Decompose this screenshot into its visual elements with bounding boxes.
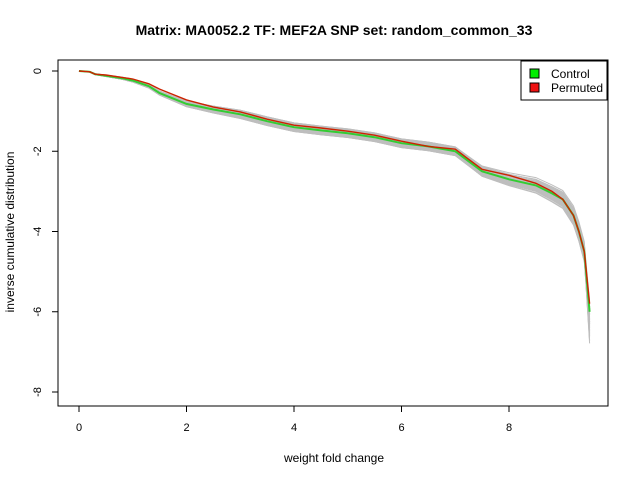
legend-label-control: Control: [551, 67, 590, 81]
y-tick-label: -8: [32, 387, 44, 397]
permutation-line: [78, 70, 591, 312]
permutation-line: [78, 70, 591, 322]
permutation-line: [78, 70, 591, 328]
permutation-line: [78, 70, 591, 326]
permutation-line: [78, 70, 591, 324]
permutation-line: [78, 70, 591, 330]
series-lines: [78, 70, 591, 312]
chart-title: Matrix: MA0052.2 TF: MEF2A SNP set: rand…: [136, 22, 533, 38]
series-line-permuted: [78, 70, 591, 304]
permutation-line: [78, 70, 591, 320]
y-axis-label: inverse cumulative distribution: [3, 152, 17, 313]
permutation-line: [78, 70, 591, 336]
permutation-line: [78, 70, 591, 308]
y-tick-label: -6: [32, 307, 44, 317]
permutation-line: [78, 70, 591, 334]
permutation-line: [78, 70, 591, 323]
permutation-line: [78, 70, 591, 344]
permutation-line: [78, 70, 591, 310]
permutation-line: [78, 70, 591, 338]
permutation-line: [78, 70, 591, 331]
permutation-line: [78, 70, 591, 322]
y-tick-label: -4: [32, 227, 44, 237]
permutation-line: [78, 70, 591, 333]
series-line-control: [78, 70, 591, 312]
permutation-line: [78, 70, 591, 317]
permutation-line: [78, 70, 591, 307]
permutation-line: [78, 70, 591, 305]
permutation-line: [78, 70, 591, 341]
permutation-line: [78, 70, 591, 335]
permutation-line: [78, 70, 591, 309]
x-axis-label: weight fold change: [283, 451, 384, 465]
permutation-line: [78, 70, 591, 326]
background-lines: [78, 70, 591, 344]
permutation-line: [78, 70, 591, 333]
permutation-line: [78, 70, 591, 316]
permutation-line: [78, 70, 591, 309]
x-tick-label: 6: [398, 422, 404, 434]
permutation-line: [78, 70, 591, 324]
permutation-line: [78, 70, 591, 324]
permutation-line: [78, 70, 591, 337]
x-axis: 0 2 4 6 8: [76, 405, 512, 434]
permutation-line: [78, 70, 591, 330]
x-tick-label: 0: [76, 422, 82, 434]
permutation-line: [78, 70, 591, 305]
plot-frame: [57, 59, 609, 407]
permutation-line: [78, 70, 591, 333]
permutation-line: [78, 70, 591, 320]
permutation-line: [78, 70, 591, 319]
y-axis: 0 -2 -4 -6 -8: [32, 68, 59, 397]
x-tick-label: 4: [291, 422, 297, 434]
legend-label-permuted: Permuted: [551, 81, 603, 95]
permutation-line: [78, 70, 591, 307]
permutation-line: [78, 70, 591, 311]
permutation-line: [78, 70, 591, 323]
permutation-line: [78, 70, 591, 314]
permutation-line: [78, 70, 591, 315]
y-tick-label: -2: [32, 146, 44, 156]
permutation-line: [78, 70, 591, 323]
permutation-line: [78, 70, 591, 323]
permutation-line: [78, 70, 591, 312]
permutation-line: [78, 70, 591, 336]
permutation-line: [78, 70, 591, 310]
permutation-line: [78, 70, 591, 331]
permutation-line: [78, 70, 591, 319]
permutation-line: [78, 70, 591, 320]
permutation-line: [78, 70, 591, 310]
legend-box: [520, 60, 608, 101]
permutation-line: [78, 70, 591, 329]
permutation-line: [78, 70, 591, 321]
permutation-line: [78, 70, 591, 325]
legend-swatch-control: [529, 68, 540, 79]
x-tick-label: 2: [183, 422, 189, 434]
y-tick-label: 0: [32, 68, 44, 74]
permutation-line: [78, 70, 591, 328]
legend-swatch-permuted: [529, 82, 540, 93]
permutation-line: [78, 70, 591, 341]
permutation-line: [78, 70, 591, 314]
permutation-line: [78, 70, 591, 309]
x-tick-label: 8: [506, 422, 512, 434]
permutation-line: [78, 70, 591, 312]
permutation-line: [78, 70, 591, 327]
permutation-line: [78, 70, 591, 316]
